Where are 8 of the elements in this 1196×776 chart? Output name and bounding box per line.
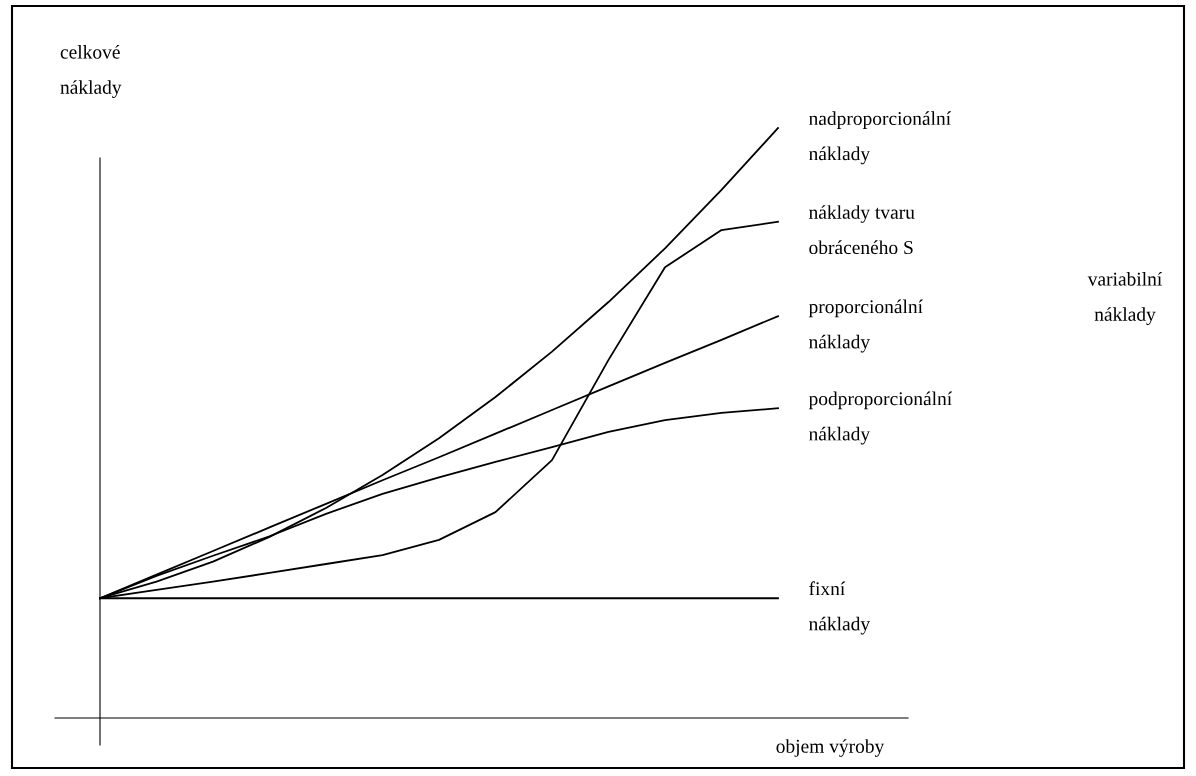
series-label: podproporcionální náklady xyxy=(808,391,952,445)
series-label: náklady tvaru obráceného S xyxy=(809,205,915,255)
series-label: fixní náklady xyxy=(809,581,871,635)
x-axis-title: objem výroby xyxy=(776,739,885,757)
y-axis-title: celkové náklady xyxy=(60,44,122,98)
text: variabilní náklady xyxy=(1087,271,1163,325)
series-label: proporcionální náklady xyxy=(808,299,923,353)
series-label: nadproporcionální náklady xyxy=(809,111,951,165)
